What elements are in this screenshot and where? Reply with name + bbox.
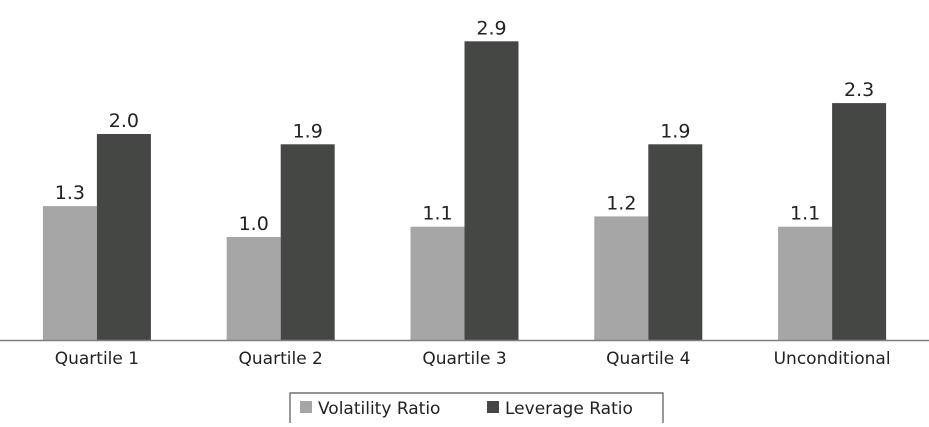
bar-leverage-ratio: [280, 144, 335, 340]
data-label-leverage-ratio: 1.9: [293, 120, 323, 142]
bar-leverage-ratio: [464, 41, 519, 341]
data-label-leverage-ratio: 1.9: [660, 120, 690, 142]
data-label-leverage-ratio: 2.3: [844, 79, 874, 101]
data-label-leverage-ratio: 2.9: [476, 17, 506, 39]
bars-layer: 1.3 2.0 1.0 1.9 1.1 2.9 1.2 1.9 1.1 2.3: [42, 17, 887, 341]
data-label-volatility-ratio: 1.1: [790, 203, 820, 225]
data-label-volatility-ratio: 1.1: [422, 203, 452, 225]
bar-volatility-ratio: [410, 226, 465, 340]
x-axis: Quartile 1 Quartile 2 Quartile 3 Quartile 4…: [0, 339, 929, 369]
bar-volatility-ratio: [778, 226, 833, 340]
legend-box: [289, 392, 664, 423]
data-label-volatility-ratio: 1.3: [55, 182, 85, 204]
bar-volatility-ratio: [42, 206, 97, 340]
x-tick-label: Unconditional: [774, 349, 891, 369]
data-label-leverage-ratio: 2.0: [109, 110, 139, 132]
bar-volatility-ratio: [226, 237, 281, 340]
x-tick-label: Quartile 2: [239, 349, 323, 369]
legend-label-volatility-ratio: Volatility Ratio: [318, 399, 440, 419]
bar-leverage-ratio: [832, 103, 887, 340]
data-label-volatility-ratio: 1.2: [606, 192, 636, 214]
legend-label-leverage-ratio: Leverage Ratio: [505, 399, 633, 419]
x-tick-label: Quartile 3: [422, 349, 506, 369]
legend: Volatility Ratio Leverage Ratio: [289, 392, 664, 423]
x-tick-label: Quartile 1: [55, 349, 139, 369]
data-label-volatility-ratio: 1.0: [239, 213, 269, 235]
bar-leverage-ratio: [648, 144, 703, 340]
legend-swatch-volatility-ratio: [300, 401, 312, 413]
legend-swatch-leverage-ratio: [487, 401, 499, 413]
x-tick-label: Quartile 4: [606, 349, 690, 369]
bar-volatility-ratio: [594, 216, 649, 340]
bar-leverage-ratio: [96, 134, 151, 340]
